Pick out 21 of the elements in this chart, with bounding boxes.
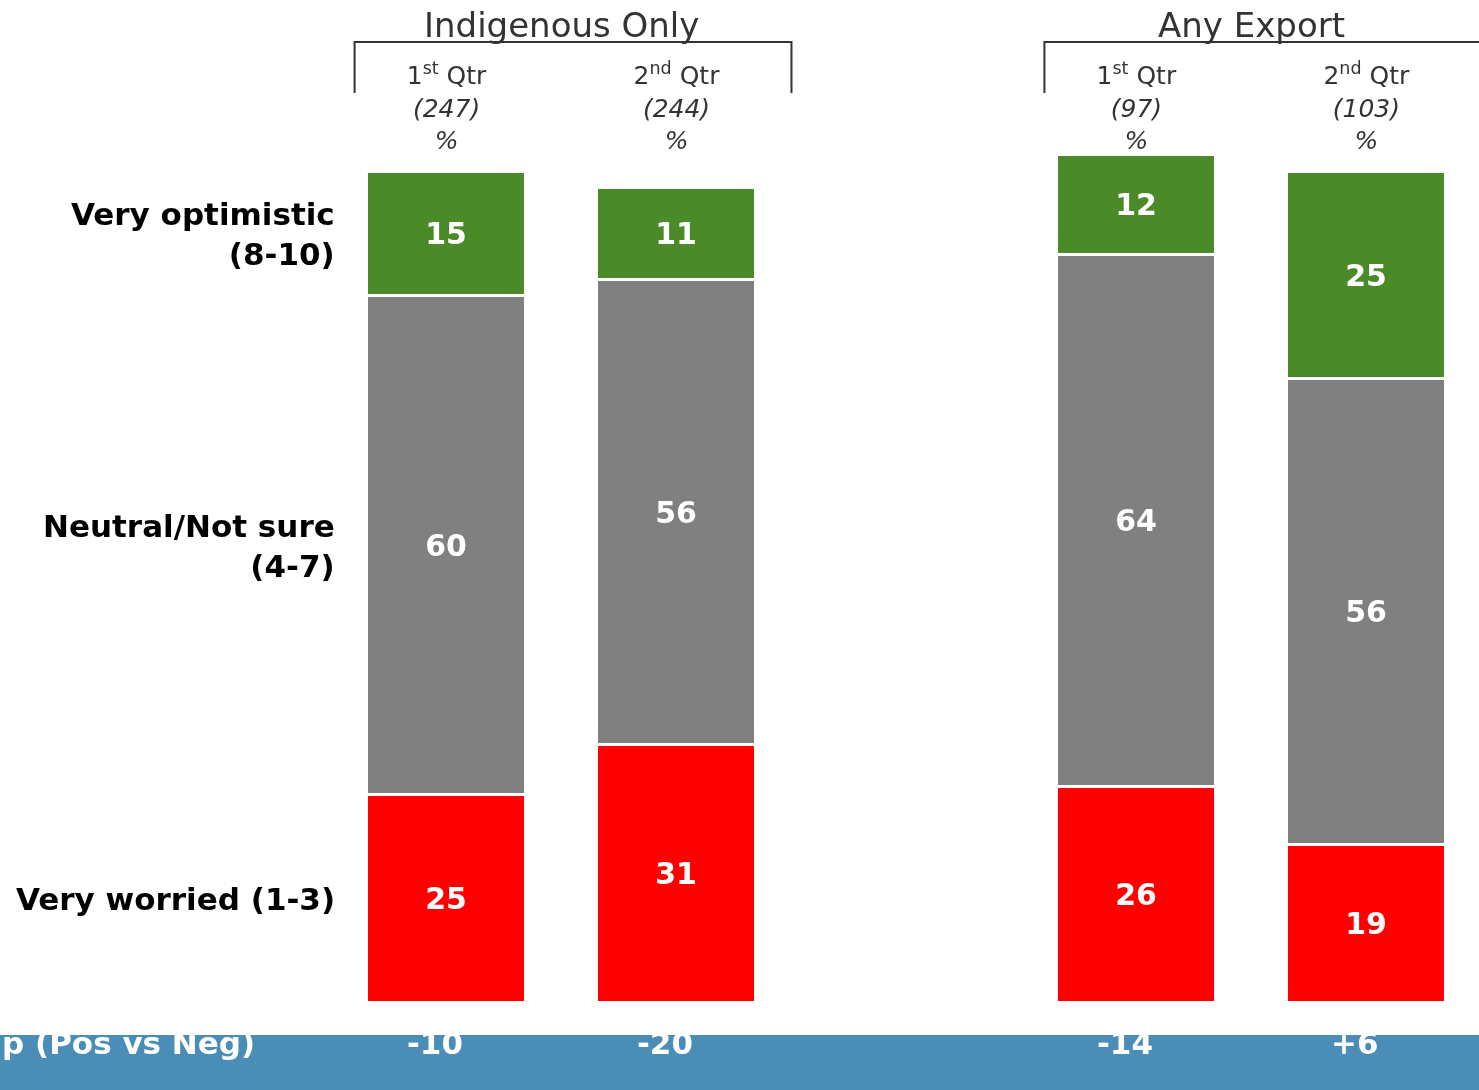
series-label: Neutral/Not sure (4-7) [43,508,335,585]
data-label: 12 [1115,187,1157,222]
data-label: 25 [1345,257,1387,293]
data-label: 15 [425,216,467,251]
data-label: 11 [655,216,697,251]
x-tick-label: 2$^{nd}$ Qtr (244) % [633,57,721,155]
x-tick-label: 1$^{st}$ Qtr (97) % [1096,57,1177,155]
series-label: Very worried (1-3) [16,881,336,917]
series-label: Very optimistic (8-10) [71,196,335,273]
x-tick-label: 1$^{st}$ Qtr (247) % [406,57,488,155]
data-label: 56 [1345,594,1387,629]
data-label: 64 [1115,503,1157,538]
text: Indigenous Only [424,5,700,45]
data-label: 25 [425,881,467,916]
data-label: 26 [1115,877,1157,912]
data-label: 19 [1345,906,1387,941]
data-label: 56 [655,494,697,530]
x-tick-label: 2$^{nd}$ Qtr (103) % [1323,57,1410,155]
data-label: 31 [655,856,697,891]
text: Any Export [1158,5,1346,45]
data-label: 60 [425,527,467,563]
